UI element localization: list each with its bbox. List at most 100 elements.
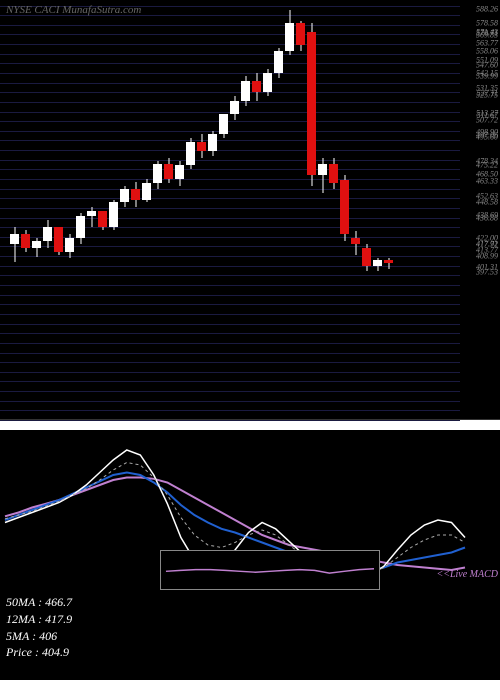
candle[interactable] [340,0,349,420]
gridline [0,420,460,421]
candle[interactable] [98,0,107,420]
candle-body [230,101,239,115]
candle-wick [14,227,15,261]
price-label: 397.53 [476,267,498,276]
candle-body [131,189,140,200]
candle[interactable] [230,0,239,420]
stat-50ma: 50MA : 466.7 [6,594,494,611]
price-label: 558.06 [476,46,498,55]
candle-body [153,164,162,183]
candle[interactable] [21,0,30,420]
candle[interactable] [120,0,129,420]
candle[interactable] [54,0,63,420]
stat-price: Price : 404.9 [6,644,494,661]
candle[interactable] [274,0,283,420]
candle-body [274,51,283,73]
candle-body [362,248,371,266]
candle-body [351,238,360,244]
candle[interactable] [10,0,19,420]
candle[interactable] [318,0,327,420]
watermark: MunafaSutra.com [62,4,141,16]
candle-body [307,32,316,175]
candle-wick [388,258,389,269]
candle[interactable] [131,0,140,420]
inset-macd-line [166,569,374,573]
price-label: 452.63 [476,192,498,201]
candle-body [296,23,305,45]
price-label: 497.06 [476,130,498,139]
price-label: 436.88 [476,213,498,222]
candle-body [340,180,349,234]
candle-body [109,202,118,227]
candle-wick [91,207,92,228]
candle[interactable] [208,0,217,420]
inset-line [161,551,379,591]
candle[interactable] [87,0,96,420]
candle[interactable] [351,0,360,420]
candle-body [120,189,129,203]
candle[interactable] [241,0,250,420]
candle[interactable] [109,0,118,420]
candle[interactable] [65,0,74,420]
price-label: 588.26 [476,5,498,14]
candle[interactable] [285,0,294,420]
candle-body [252,81,261,92]
candle[interactable] [263,0,272,420]
candle[interactable] [296,0,305,420]
candle[interactable] [252,0,261,420]
candle-body [76,216,85,238]
candle[interactable] [142,0,151,420]
candle[interactable] [329,0,338,420]
candle[interactable] [373,0,382,420]
candle-body [186,142,195,165]
candle[interactable] [219,0,228,420]
candle-body [32,241,41,248]
candle[interactable] [175,0,184,420]
candle[interactable] [43,0,52,420]
macd-inset [160,550,380,590]
chart-container: NYSE CACI MunafaSutra.com 588.26578.5857… [0,0,500,700]
candle[interactable] [307,0,316,420]
candle-body [175,165,184,179]
candlestick-chart[interactable]: NYSE CACI MunafaSutra.com 588.26578.5857… [0,0,500,420]
macd-chart[interactable]: <<Live MACD [0,430,500,590]
price-label: 408.99 [476,252,498,261]
candle-body [54,227,63,252]
candle-body [219,114,228,133]
candle-body [263,73,272,92]
price-label: 507.72 [476,116,498,125]
candle[interactable] [32,0,41,420]
candle[interactable] [186,0,195,420]
price-label: 468.50 [476,170,498,179]
candle[interactable] [76,0,85,420]
candle-body [241,81,250,100]
stats-panel: 50MA : 466.712MA : 417.95MA : 406Price :… [0,590,500,680]
candle-body [285,23,294,51]
candle-body [384,260,393,263]
candle-body [318,164,327,175]
stat-5ma: 5MA : 406 [6,628,494,645]
candle-body [10,234,19,244]
candle-body [98,211,107,228]
price-label: 539.99 [476,71,498,80]
price-label: 578.58 [476,18,498,27]
price-axis: 588.26578.58571.43570.71569.83563.77558.… [460,0,498,419]
candle-body [197,142,206,152]
price-label: 527.11 [477,89,498,98]
candle[interactable] [153,0,162,420]
stat-12ma: 12MA : 417.9 [6,611,494,628]
candle[interactable] [384,0,393,420]
candle-body [208,134,217,152]
price-label: 475.22 [476,160,498,169]
candle-body [21,234,30,248]
candle-body [87,211,96,217]
candle[interactable] [164,0,173,420]
candle-body [65,238,74,252]
ticker: NYSE CACI [6,4,59,16]
chart-title: NYSE CACI MunafaSutra.com [6,4,141,16]
candle-body [142,183,151,200]
candles-layer [0,0,460,419]
candle-body [329,164,338,183]
candle[interactable] [197,0,206,420]
candle[interactable] [362,0,371,420]
